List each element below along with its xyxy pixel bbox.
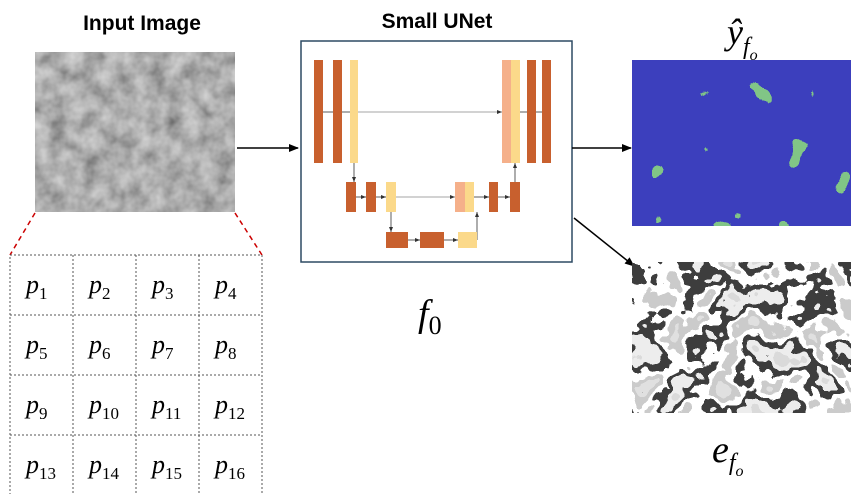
patch-sub: 5 bbox=[39, 344, 48, 363]
patch-base: p bbox=[213, 330, 228, 359]
prediction-label: ŷfo bbox=[724, 12, 758, 64]
patch-sub: 11 bbox=[165, 404, 181, 423]
error-image bbox=[632, 262, 851, 413]
patch-base: p bbox=[24, 270, 39, 299]
patch-sub: 12 bbox=[228, 404, 245, 423]
model-label: Small UNet bbox=[382, 10, 493, 33]
patch-base: p bbox=[24, 330, 39, 359]
zoom-line bbox=[235, 213, 262, 255]
prediction-image bbox=[632, 60, 851, 226]
patch-sub: 4 bbox=[228, 284, 237, 303]
patch-sub: 15 bbox=[165, 464, 182, 483]
patch-base: p bbox=[150, 330, 165, 359]
patch-base: p bbox=[87, 450, 102, 479]
zoom-line bbox=[10, 213, 35, 255]
patch-base: p bbox=[150, 270, 165, 299]
error-label: efo bbox=[712, 429, 744, 480]
patch-sub: 14 bbox=[102, 464, 120, 483]
patch-sub: 7 bbox=[165, 344, 174, 363]
patch-sub: 6 bbox=[102, 344, 111, 363]
patch-base: p bbox=[150, 390, 165, 419]
patch-base: p bbox=[213, 450, 228, 479]
input-image bbox=[35, 52, 235, 212]
patch-base: p bbox=[213, 390, 228, 419]
patch-base: p bbox=[24, 390, 39, 419]
patch-base: p bbox=[150, 450, 165, 479]
patch-base: p bbox=[213, 270, 228, 299]
input-label: Input Image bbox=[83, 12, 201, 35]
model-symbol: f0 bbox=[418, 293, 442, 340]
patch-sub: 16 bbox=[228, 464, 245, 483]
patch-sub: 10 bbox=[102, 404, 119, 423]
patch-sub: 13 bbox=[39, 464, 56, 483]
diagram: Input Image p1p2p3p4p5p6p7p8p9p10p11p12p… bbox=[0, 0, 851, 494]
patch-sub: 9 bbox=[39, 404, 48, 423]
arrow bbox=[574, 218, 634, 266]
patch-base: p bbox=[87, 390, 102, 419]
patch-sub: 2 bbox=[102, 284, 111, 303]
patch-base: p bbox=[87, 270, 102, 299]
patch-sub: 1 bbox=[39, 284, 48, 303]
patch-sub: 3 bbox=[165, 284, 174, 303]
patch-base: p bbox=[87, 330, 102, 359]
patch-sub: 8 bbox=[228, 344, 237, 363]
patch-base: p bbox=[24, 450, 39, 479]
